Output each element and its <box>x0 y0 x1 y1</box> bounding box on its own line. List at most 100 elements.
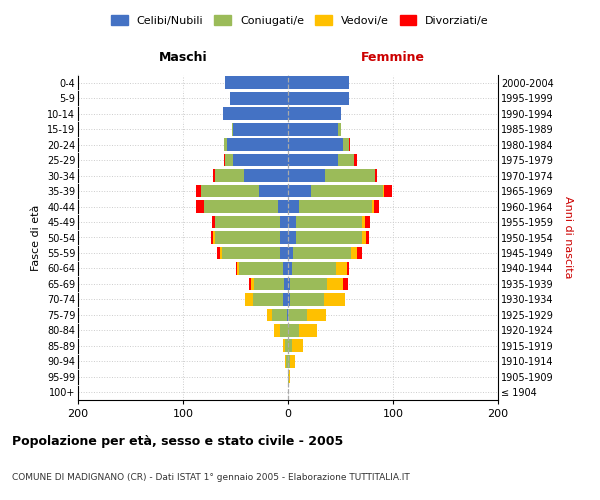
Bar <box>347 262 349 275</box>
Bar <box>214 169 215 182</box>
Bar <box>204 200 277 213</box>
Bar <box>351 246 358 260</box>
Bar <box>288 293 290 306</box>
Bar <box>233 154 288 166</box>
Bar <box>288 370 289 383</box>
Bar <box>230 92 288 104</box>
Bar <box>283 262 288 275</box>
Bar <box>196 200 204 213</box>
Bar <box>292 262 337 275</box>
Text: COMUNE DI MADIGNANO (CR) - Dati ISTAT 1° gennaio 2005 - Elaborazione TUTTITALIA.: COMUNE DI MADIGNANO (CR) - Dati ISTAT 1°… <box>12 473 410 482</box>
Legend: Celibi/Nubili, Coniugati/e, Vedovi/e, Divorziati/e: Celibi/Nubili, Coniugati/e, Vedovi/e, Di… <box>107 10 493 30</box>
Bar <box>374 200 379 213</box>
Bar <box>212 216 215 228</box>
Bar <box>288 278 290 290</box>
Bar <box>292 340 303 352</box>
Bar <box>296 216 361 228</box>
Bar <box>280 324 288 336</box>
Bar <box>338 123 341 136</box>
Bar <box>249 278 251 290</box>
Bar <box>288 246 293 260</box>
Bar <box>288 123 338 136</box>
Bar <box>290 278 327 290</box>
Bar <box>375 169 377 182</box>
Bar <box>358 246 361 260</box>
Bar <box>235 262 236 275</box>
Bar <box>272 308 287 321</box>
Bar <box>244 169 288 182</box>
Bar <box>223 108 288 120</box>
Bar <box>232 123 233 136</box>
Bar <box>365 216 370 228</box>
Text: Popolazione per età, sesso e stato civile - 2005: Popolazione per età, sesso e stato civil… <box>12 435 343 448</box>
Bar <box>293 246 351 260</box>
Bar <box>285 355 286 368</box>
Bar <box>349 138 350 151</box>
Bar <box>225 76 288 89</box>
Bar <box>227 138 288 151</box>
Bar <box>277 200 288 213</box>
Bar <box>224 138 227 151</box>
Bar <box>267 308 272 321</box>
Bar <box>259 184 288 198</box>
Bar <box>285 340 288 352</box>
Bar <box>288 200 299 213</box>
Bar <box>215 169 244 182</box>
Bar <box>337 262 347 275</box>
Bar <box>274 324 280 336</box>
Bar <box>283 293 288 306</box>
Bar <box>290 293 324 306</box>
Bar <box>288 324 299 336</box>
Bar <box>288 355 290 368</box>
Bar <box>372 200 374 213</box>
Bar <box>220 246 222 260</box>
Bar <box>343 278 348 290</box>
Bar <box>338 154 354 166</box>
Bar <box>288 308 307 321</box>
Bar <box>288 108 341 120</box>
Bar <box>280 231 288 244</box>
Bar <box>201 184 259 198</box>
Bar <box>214 231 215 244</box>
Bar <box>311 184 383 198</box>
Bar <box>286 355 288 368</box>
Bar <box>288 184 311 198</box>
Bar <box>299 324 317 336</box>
Bar <box>361 231 366 244</box>
Bar <box>280 216 288 228</box>
Bar <box>215 231 280 244</box>
Bar <box>196 184 201 198</box>
Bar <box>225 154 233 166</box>
Bar <box>251 278 254 290</box>
Bar <box>280 246 288 260</box>
Bar <box>224 154 225 166</box>
Bar <box>289 370 290 383</box>
Bar <box>288 216 296 228</box>
Bar <box>288 76 349 89</box>
Bar <box>236 262 239 275</box>
Bar <box>343 138 349 151</box>
Bar <box>290 355 295 368</box>
Bar <box>222 246 280 260</box>
Bar <box>354 154 358 166</box>
Bar <box>361 216 365 228</box>
Bar <box>324 293 344 306</box>
Bar <box>233 123 288 136</box>
Bar <box>215 216 280 228</box>
Bar <box>383 184 392 198</box>
Bar <box>211 231 214 244</box>
Bar <box>327 278 343 290</box>
Bar <box>239 262 283 275</box>
Bar <box>254 278 284 290</box>
Text: Maschi: Maschi <box>158 51 208 64</box>
Bar <box>288 154 338 166</box>
Bar <box>288 92 349 104</box>
Bar <box>307 308 326 321</box>
Text: Femmine: Femmine <box>361 51 425 64</box>
Bar <box>299 200 372 213</box>
Bar <box>288 169 325 182</box>
Bar <box>288 138 343 151</box>
Bar <box>217 246 220 260</box>
Bar <box>284 278 288 290</box>
Bar <box>287 308 288 321</box>
